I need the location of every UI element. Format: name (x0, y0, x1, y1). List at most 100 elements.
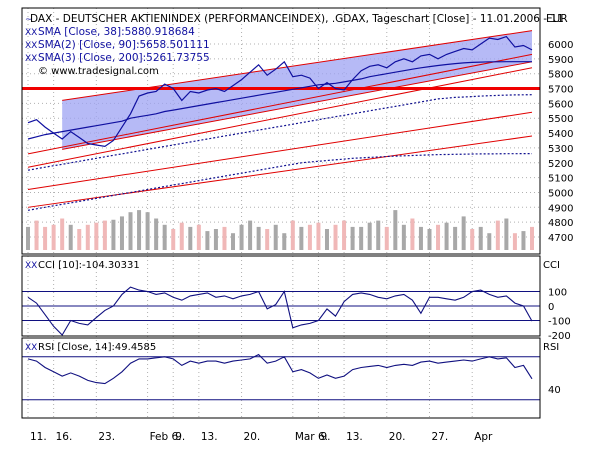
x-tick-label: 27. (431, 431, 448, 443)
volume-bar (504, 218, 509, 250)
x-tick-label: Feb 6. (150, 431, 182, 443)
volume-bar (461, 216, 466, 250)
x-tick-label: Mar 6. (295, 431, 328, 443)
volume-bar (145, 212, 150, 250)
trend-line (27, 67, 533, 168)
volume-bar (427, 229, 432, 250)
volume-bar (376, 220, 381, 250)
price-tick-label: 5000 (548, 188, 573, 199)
volume-bar (154, 218, 159, 250)
volume-bar (265, 229, 270, 250)
cci-legend-icon: XX (25, 261, 37, 271)
legend-icon: XX (25, 41, 37, 51)
volume-bar (324, 229, 329, 250)
volume-bar (342, 220, 347, 250)
volume-bar (43, 226, 48, 250)
volume-bar (77, 229, 82, 250)
price-tick-label: 5700 (548, 85, 573, 96)
x-tick-label: 9. (320, 431, 330, 443)
volume-bar (34, 220, 39, 250)
price-tick-label: 5400 (548, 129, 573, 140)
price-tick-label: 5600 (548, 99, 573, 110)
volume-bar (231, 233, 236, 250)
rsi-line (27, 353, 533, 385)
volume-bar (273, 224, 278, 250)
unit-label: EUR (546, 13, 568, 25)
volume-bar (530, 226, 534, 250)
volume-bar (137, 210, 142, 250)
legend-sma-200: SMA(3) [Close, 200]:5261.73755 (38, 52, 210, 64)
x-tick-label: 16. (56, 431, 73, 443)
volume-bar (222, 226, 227, 250)
x-tick-label: 20. (389, 431, 406, 443)
volume-bar (26, 226, 30, 250)
sma-200-line (27, 153, 532, 211)
watermark: © www.tradesignal.com (38, 66, 159, 77)
channel-lower-line (62, 61, 533, 150)
volume-bar (316, 222, 321, 250)
price-tick-label: 4800 (548, 218, 573, 229)
sma-38-line (27, 61, 532, 140)
cci-tick-label: 0 (548, 302, 554, 313)
trend-line (27, 53, 533, 155)
price-tick-label: 5200 (548, 159, 573, 170)
cci-label: CCI [10]:-104.30331 (38, 260, 140, 271)
legend-sma-90: SMA(2) [Close, 90]:5658.501111 (38, 39, 210, 51)
volume-bar (359, 226, 364, 250)
rsi-label: RSI [Close, 14]:49.4585 (38, 342, 156, 353)
volume-bar (512, 233, 517, 250)
legend-sma-38: SMA [Close, 38]:5880.918684 (38, 26, 195, 38)
volume-bar (393, 210, 398, 250)
volume-bar (453, 226, 458, 250)
volume-bar (111, 219, 116, 250)
volume-bar (418, 226, 423, 250)
price-tick-label: 5300 (548, 144, 573, 155)
cci-tick-label: -200 (548, 331, 571, 342)
volume-bar (68, 224, 73, 250)
volume-bar (470, 229, 475, 250)
legend-icon: ~ (25, 15, 33, 25)
rsi-panel-frame (21, 337, 541, 419)
volume-bar (213, 229, 218, 250)
trend-line (27, 111, 533, 190)
volume-bar (282, 233, 287, 250)
legend-icon: XX (25, 28, 37, 38)
x-tick-label: 11. (30, 431, 47, 443)
volume-bar (51, 224, 56, 250)
price-tick-label: 5100 (548, 174, 573, 185)
price-tick-label: 5500 (548, 114, 573, 125)
volume-bar (495, 220, 500, 250)
volume-bar (102, 220, 107, 250)
price-tick-label: 5800 (548, 70, 573, 81)
volume-bar (239, 224, 244, 250)
volume-bar (196, 224, 201, 250)
volume-bar (248, 220, 253, 250)
cci-axis-label: CCI (543, 260, 560, 271)
volume-bar (521, 231, 526, 250)
volume-bar (487, 233, 492, 250)
volume-bar (384, 226, 389, 250)
volume-bar (444, 222, 449, 250)
sma-90-line (27, 94, 533, 171)
x-tick-label: 13. (346, 431, 363, 443)
rsi-legend-icon: XX (25, 343, 37, 353)
volume-bar (256, 226, 261, 250)
rsi-tick-label: 40 (548, 385, 561, 396)
volume-bar (205, 231, 210, 250)
cci-tick-label: 100 (548, 288, 567, 299)
cci-line (27, 286, 533, 336)
volume-bar (333, 224, 338, 250)
cci-panel-frame (21, 255, 541, 337)
volume-bar (367, 222, 372, 250)
volume-bar (179, 222, 184, 250)
x-tick-label: 20. (244, 431, 261, 443)
price-tick-label: 4700 (548, 233, 573, 244)
legend-icon: XX (25, 54, 37, 64)
price-line (27, 35, 533, 148)
chart-title: DAX - DEUTSCHER AKTIENINDEX (PERFORMANCE… (30, 13, 564, 25)
volume-bar (94, 222, 99, 250)
price-tick-label: 6000 (548, 40, 573, 51)
volume-bar (128, 212, 133, 250)
